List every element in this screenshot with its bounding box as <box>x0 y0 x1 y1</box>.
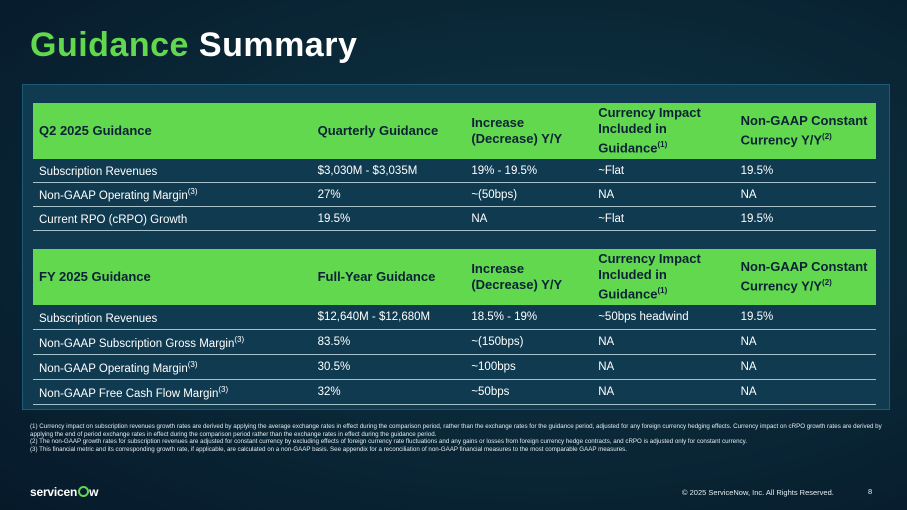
logo-o-mark <box>77 486 89 497</box>
header-cell: FY 2025 Guidance <box>33 249 312 305</box>
change-cell: ~100bps <box>465 354 593 380</box>
guidance-cell: $3,030M - $3,035M <box>311 159 466 183</box>
currency-cell: NA <box>592 354 735 380</box>
title-word: Summary <box>198 26 358 64</box>
table-row: Current RPO (cRPO) Growth 19.5% NA ~Flat… <box>33 206 876 231</box>
header-cell: Currency Impact Included in Guidance(1) <box>592 103 735 159</box>
change-cell: NA <box>465 206 593 231</box>
constant-cell: NA <box>734 182 876 207</box>
row-label: Non-GAAP Free Cash Flow Margin(3) <box>33 379 312 405</box>
copyright-text: © 2025 ServiceNow, Inc. All Rights Reser… <box>682 488 834 497</box>
table-row: Subscription Revenues $3,030M - $3,035M … <box>33 159 876 183</box>
fy-guidance-table: FY 2025 Guidance Full-Year Guidance Incr… <box>33 249 876 405</box>
title-accent-word: Guidance <box>30 26 189 64</box>
currency-cell: ~50bps headwind <box>592 305 735 330</box>
row-label: Subscription Revenues <box>33 305 312 330</box>
constant-cell: 19.5% <box>734 206 876 231</box>
footnote-3: (3) This financial metric and its corres… <box>30 445 627 453</box>
header-cell: Q2 2025 Guidance <box>33 103 312 159</box>
page-title: Guidance Summary <box>30 26 357 65</box>
header-cell: Full-Year Guidance <box>311 249 466 305</box>
currency-cell: NA <box>592 182 735 207</box>
constant-cell: 19.5% <box>734 159 876 183</box>
footnote-2: (2) The non-GAAP growth rates for subscr… <box>30 438 747 446</box>
row-label: Subscription Revenues <box>33 159 312 183</box>
table-row: Non-GAAP Subscription Gross Margin(3) 83… <box>33 329 876 355</box>
currency-cell: ~Flat <box>592 206 735 231</box>
change-cell: ~(50bps) <box>465 182 593 207</box>
row-label: Non-GAAP Subscription Gross Margin(3) <box>33 329 312 355</box>
table-row: Non-GAAP Operating Margin(3) 30.5% ~100b… <box>33 354 876 380</box>
header-cell: Increase (Decrease) Y/Y <box>465 249 593 305</box>
guidance-cell: 83.5% <box>311 329 466 355</box>
change-cell: 18.5% - 19% <box>465 305 593 330</box>
guidance-cell: 30.5% <box>311 354 466 380</box>
table-row: Non-GAAP Operating Margin(3) 27% ~(50bps… <box>33 182 876 207</box>
table-header-row: FY 2025 Guidance Full-Year Guidance Incr… <box>33 249 876 305</box>
table-row: Subscription Revenues $12,640M - $12,680… <box>33 305 876 330</box>
row-label: Current RPO (cRPO) Growth <box>33 206 312 231</box>
table-header-row: Q2 2025 Guidance Quarterly Guidance Incr… <box>33 103 876 159</box>
change-cell: 19% - 19.5% <box>465 159 593 183</box>
guidance-cell: 32% <box>311 379 466 405</box>
header-cell: Non-GAAP Constant Currency Y/Y(2) <box>734 249 876 305</box>
constant-cell: NA <box>734 354 876 380</box>
guidance-cell: 27% <box>311 182 466 207</box>
row-label: Non-GAAP Operating Margin(3) <box>33 182 312 207</box>
page-number: 8 <box>868 487 873 496</box>
currency-cell: NA <box>592 329 735 355</box>
row-label: Non-GAAP Operating Margin(3) <box>33 354 312 380</box>
constant-cell: NA <box>734 329 876 355</box>
table-row: Non-GAAP Free Cash Flow Margin(3) 32% ~5… <box>33 379 876 405</box>
header-cell: Currency Impact Included in Guidance(1) <box>592 249 735 305</box>
footnote-1: (1) Currency impact on subscription reve… <box>30 423 882 438</box>
currency-cell: ~Flat <box>592 159 735 183</box>
constant-cell: NA <box>734 379 876 405</box>
header-cell: Non-GAAP Constant Currency Y/Y(2) <box>734 103 876 159</box>
header-cell: Increase (Decrease) Y/Y <box>465 103 593 159</box>
footnotes: (1) Currency impact on subscription reve… <box>30 423 898 453</box>
constant-cell: 19.5% <box>734 305 876 330</box>
guidance-cell: $12,640M - $12,680M <box>311 305 466 330</box>
q2-guidance-table: Q2 2025 Guidance Quarterly Guidance Incr… <box>33 103 876 231</box>
change-cell: ~(150bps) <box>465 329 593 355</box>
header-cell: Quarterly Guidance <box>311 103 466 159</box>
change-cell: ~50bps <box>465 379 593 405</box>
servicenow-logo: servicen w <box>30 485 99 499</box>
guidance-cell: 19.5% <box>311 206 466 231</box>
currency-cell: NA <box>592 379 735 405</box>
